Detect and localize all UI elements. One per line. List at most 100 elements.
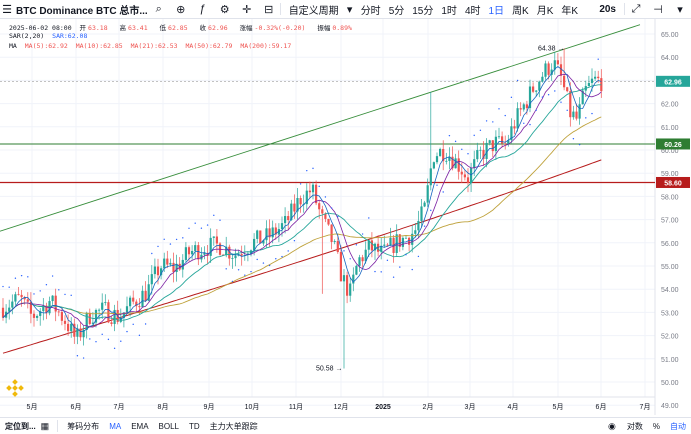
settings-icon[interactable]: ⚙ <box>219 3 230 16</box>
sar-dot <box>423 225 426 227</box>
candle-body <box>284 216 287 224</box>
sar-dot <box>399 266 401 268</box>
tab-ema[interactable]: EMA <box>131 421 149 431</box>
crosshair-icon[interactable]: ✛ <box>242 3 252 16</box>
sar-dot <box>299 183 302 185</box>
tf-week[interactable]: 周K <box>512 5 529 17</box>
sar-dot <box>64 293 66 296</box>
candle-body <box>225 246 228 256</box>
sar-dot <box>76 355 79 357</box>
candle-body <box>501 136 504 144</box>
tf-4h[interactable]: 4时 <box>464 5 481 17</box>
candle-body <box>256 230 259 239</box>
tf-year[interactable]: 年K <box>561 5 579 17</box>
candle-body <box>234 255 237 259</box>
tf-month[interactable]: 月K <box>536 5 554 17</box>
sar-dot <box>361 233 364 235</box>
high-annotation: 64.38 → <box>538 45 564 52</box>
tab-boll[interactable]: BOLL <box>158 421 179 431</box>
tab-td[interactable]: TD <box>189 421 200 431</box>
sar-dot <box>380 271 382 273</box>
sar-dot <box>101 333 103 336</box>
menu-icon[interactable]: ☰ <box>2 3 12 16</box>
camera-icon[interactable]: ◉ <box>608 420 616 431</box>
expand-icon[interactable]: ⤢ <box>631 2 641 15</box>
sar-dot <box>461 148 463 151</box>
ma21-value: MA(21):62.53 <box>130 42 178 50</box>
price-tick-label: 50.00 <box>661 380 679 387</box>
sar-dot <box>206 224 209 226</box>
candle-body <box>318 203 321 210</box>
candle-body <box>184 247 187 260</box>
candle-body <box>377 243 380 252</box>
sar-dot <box>392 276 395 278</box>
sar-dot <box>442 191 444 193</box>
sar-dot <box>504 114 506 117</box>
legend-amp: 0.89% <box>332 24 352 32</box>
tf-5m[interactable]: 5分 <box>388 5 405 17</box>
ma10-line <box>2 73 602 328</box>
sar-legend[interactable]: SAR(2,20) SAR:62.08 <box>9 32 91 40</box>
custom-period-button[interactable]: 自定义周期 <box>288 5 339 17</box>
tf-15m[interactable]: 15分 <box>412 5 434 17</box>
price-tick-label: 53.00 <box>661 310 679 317</box>
chart-canvas[interactable]: 65.0064.0063.0062.0061.0060.0059.0058.00… <box>0 19 691 415</box>
candle-body <box>370 240 373 251</box>
sar-dot <box>473 134 475 137</box>
tab-chip-distribution[interactable]: 筹码分布 <box>67 421 100 431</box>
price-chart[interactable]: 65.0064.0063.0062.0061.0060.0059.0058.00… <box>0 19 691 415</box>
tab-ma[interactable]: MA <box>109 421 122 431</box>
tf-1h[interactable]: 1时 <box>441 5 457 17</box>
ma50-value: MA(50):62.79 <box>185 42 233 50</box>
chevron-down-icon[interactable]: ▾ <box>346 3 353 16</box>
candle-body <box>293 203 296 212</box>
dropdown-icon[interactable]: ▾ <box>677 3 683 16</box>
search-icon[interactable]: ⌕ <box>155 2 162 15</box>
calendar-icon[interactable]: ▦ <box>40 420 50 431</box>
candle-body <box>76 328 79 337</box>
low-annotation: 50.58 → <box>316 366 342 373</box>
candle-body <box>26 299 29 302</box>
horizontal-line-icon[interactable]: ⊣ <box>653 3 663 16</box>
ruler-icon[interactable]: ⊟ <box>264 3 274 16</box>
sar-dot <box>45 283 48 286</box>
candle-body <box>389 237 392 246</box>
tf-20s[interactable]: 20s <box>599 3 616 15</box>
symbol-title[interactable]: BTC Dominance BTC 总市... <box>16 5 148 17</box>
sar-value: SAR:62.08 <box>52 32 88 40</box>
tab-big-order[interactable]: 主力大单跟踪 <box>209 421 258 431</box>
log-scale-toggle[interactable]: 对数 <box>626 421 643 431</box>
candle-body <box>563 75 566 88</box>
candle-body <box>466 177 470 183</box>
sar-dot <box>58 289 60 291</box>
tf-1d[interactable]: 1日 <box>488 5 505 17</box>
sar-dot <box>200 227 203 229</box>
candle-body <box>107 302 110 323</box>
sar-dot <box>516 79 519 82</box>
sar-dot <box>492 121 494 123</box>
sar-dot <box>529 123 531 126</box>
bottom-toolbar: 定位到... ▦ 筹码分布 MA EMA BOLL TD 主力大单跟踪 ◉ 对数… <box>0 417 691 434</box>
ma200-line <box>2 159 602 354</box>
legend-open: 63.18 <box>88 24 108 32</box>
candle-body <box>411 233 414 245</box>
goto-button[interactable]: 定位到... <box>5 421 36 431</box>
tf-minute[interactable]: 分时 <box>360 5 381 17</box>
sar-dot <box>411 268 413 271</box>
candle-body <box>82 329 85 338</box>
legend-high-label: 高 <box>119 24 127 32</box>
percent-scale-toggle[interactable]: % <box>652 421 660 431</box>
sar-dot <box>33 293 35 295</box>
auto-scale-toggle[interactable]: 自动 <box>670 421 686 431</box>
candle-body <box>57 311 60 313</box>
sar-dot <box>219 219 221 221</box>
candle-body <box>20 294 23 298</box>
indicators-icon[interactable]: ƒ <box>199 3 206 15</box>
ma-legend[interactable]: MA MA(5):62.92 MA(10):62.85 MA(21):62.53… <box>9 42 295 50</box>
ma5-value: MA(5):62.92 <box>24 42 68 50</box>
candle-body <box>231 258 234 259</box>
sar-dot <box>585 117 587 119</box>
candle-body <box>175 263 178 273</box>
compare-icon[interactable]: ⊕ <box>176 3 186 16</box>
candle-body <box>94 309 98 323</box>
